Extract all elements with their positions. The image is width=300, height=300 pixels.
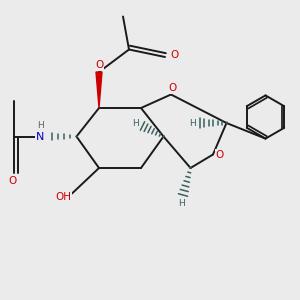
Text: O: O [215,149,224,160]
Text: O: O [170,50,179,61]
Text: O: O [9,176,17,186]
Text: H: H [178,199,185,208]
Text: O: O [95,60,103,70]
Polygon shape [96,72,102,108]
Text: N: N [36,131,45,142]
Text: OH: OH [55,191,71,202]
Text: H: H [190,118,196,127]
Text: H: H [133,118,139,127]
Text: O: O [168,83,177,93]
Text: H: H [37,121,44,130]
